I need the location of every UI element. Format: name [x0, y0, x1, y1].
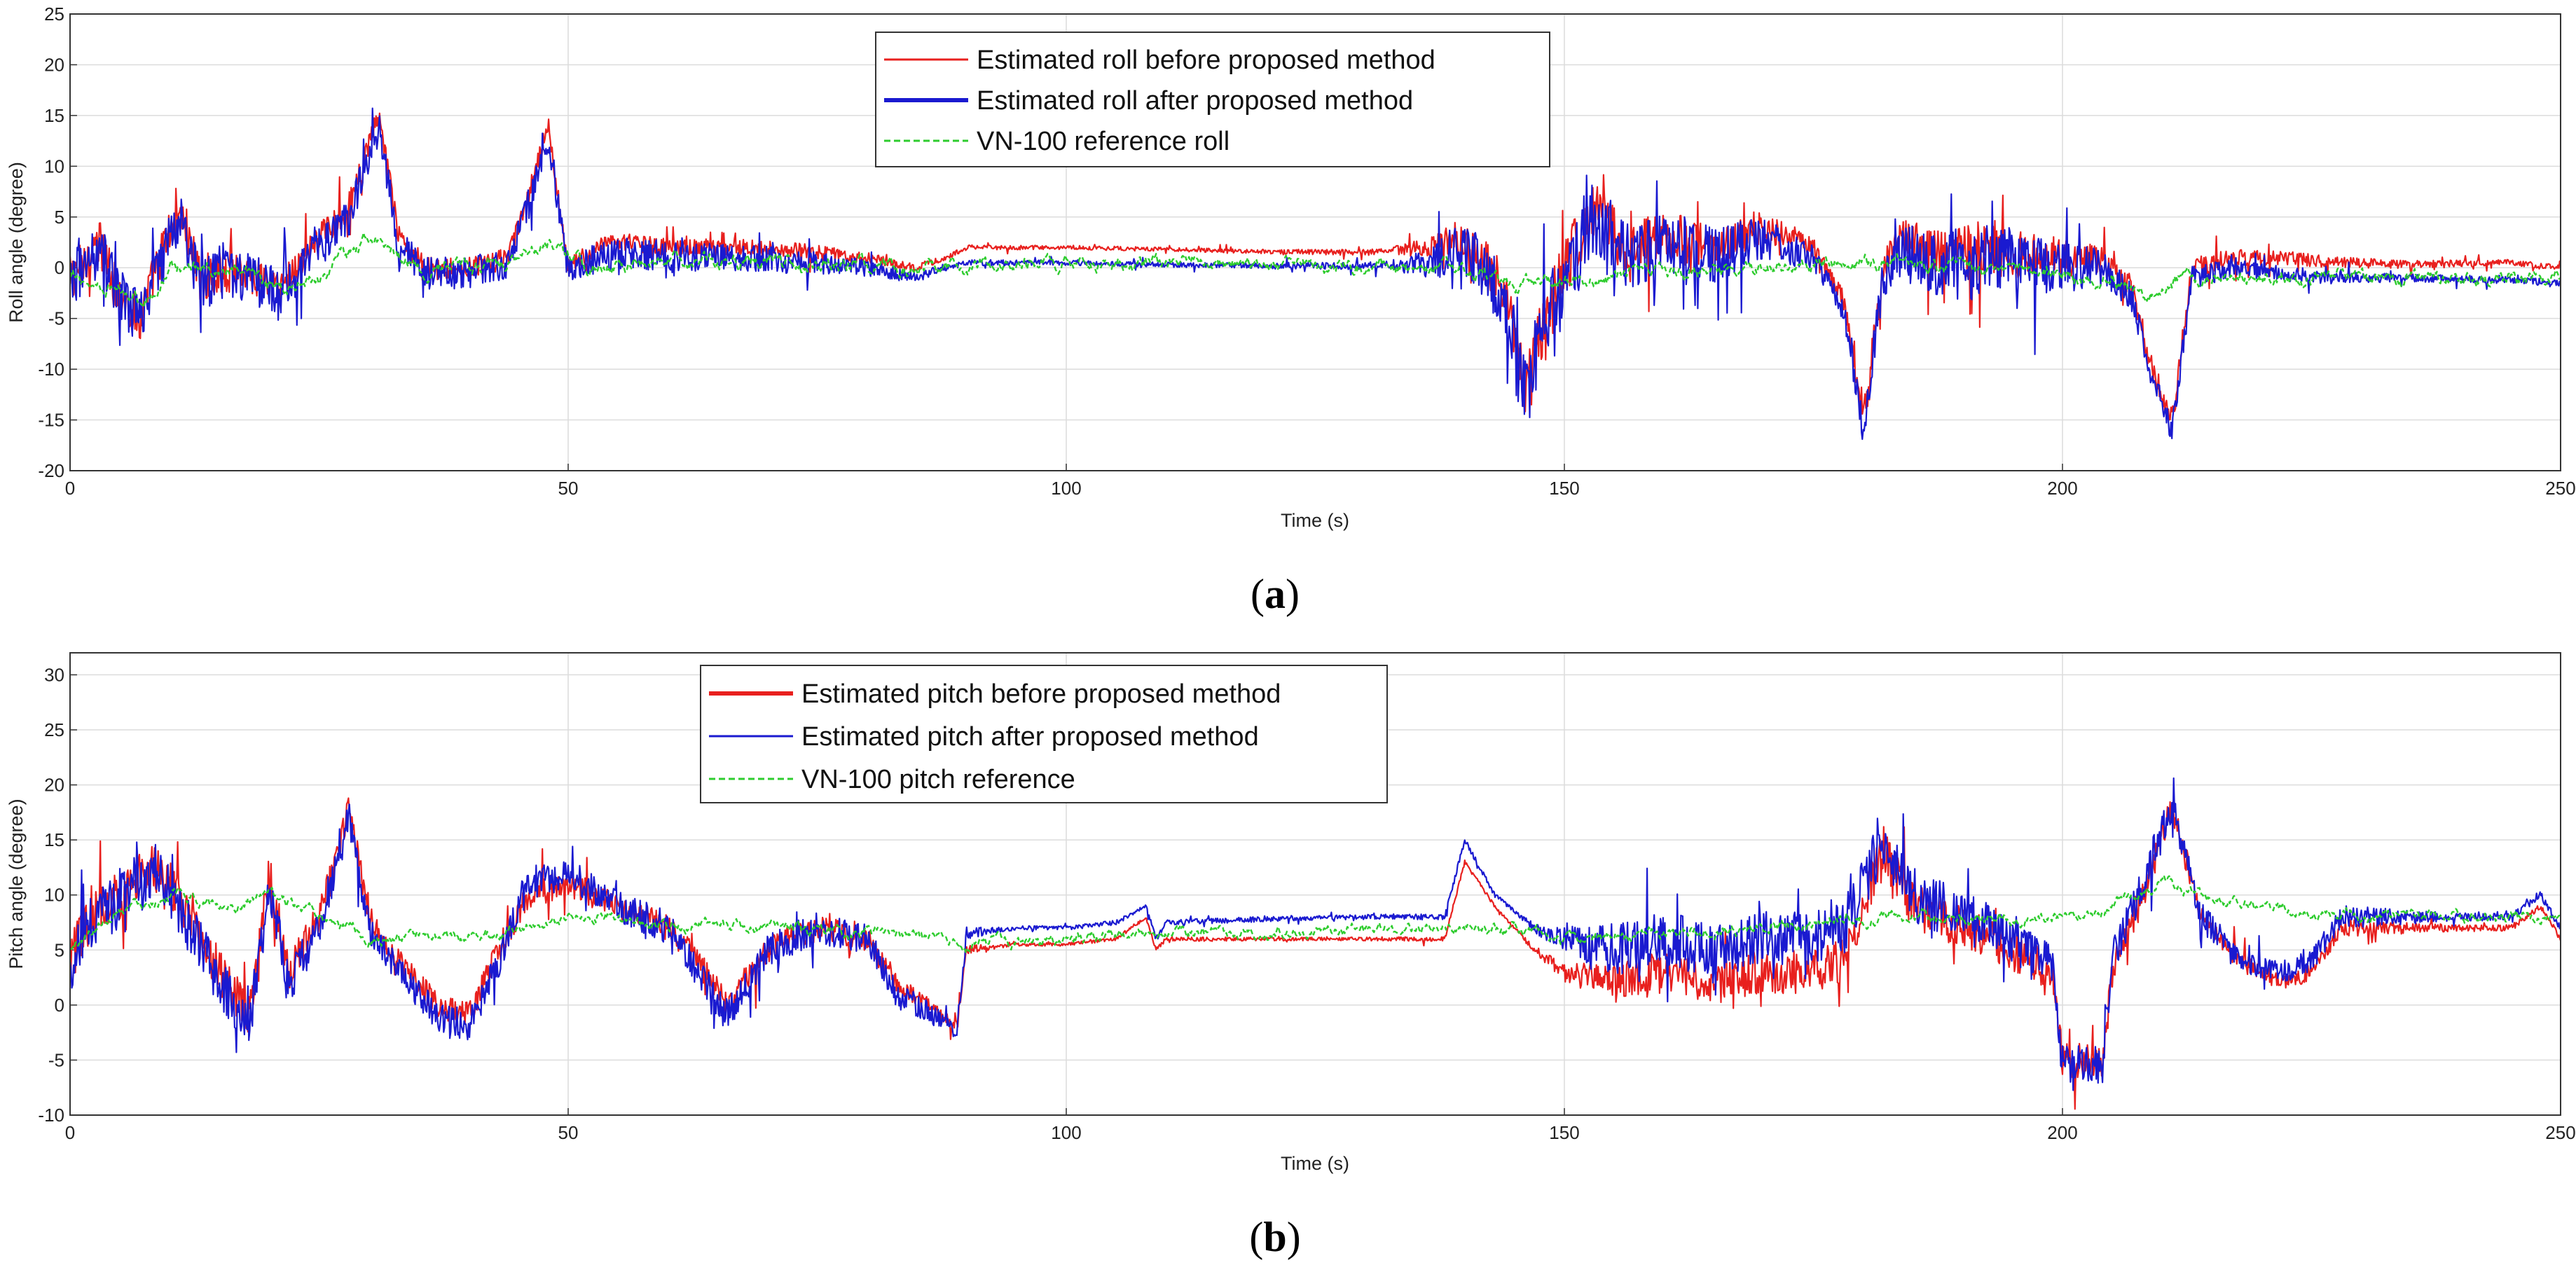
- roll-x-tick-label: 200: [2047, 478, 2077, 499]
- roll-legend-label-before: Estimated roll before proposed method: [977, 46, 1435, 75]
- roll-x-tick-labels: 0 50 100 150 200 250: [65, 478, 2576, 499]
- pitch-y-tick-label: -10: [38, 1105, 64, 1126]
- pitch-x-tick-label: 100: [1051, 1122, 1081, 1143]
- pitch-y-tick-label: 15: [44, 829, 64, 850]
- pitch-x-tick-label: 250: [2545, 1122, 2575, 1143]
- pitch-y-tick-label: 20: [44, 775, 64, 796]
- roll-x-tick-label: 150: [1549, 478, 1579, 499]
- roll-panel-letter: a: [1265, 571, 1286, 617]
- roll-axes-box: [69, 13, 2561, 471]
- roll-y-tick-label: -15: [38, 410, 64, 431]
- pitch-y-tick-label: 5: [55, 939, 64, 960]
- pitch-legend-label-reference: VN-100 pitch reference: [801, 765, 1075, 794]
- pitch-legend-label-after: Estimated pitch after proposed method: [801, 722, 1259, 752]
- roll-y-axis-label: Roll angle (degree): [6, 162, 27, 323]
- pitch-y-tick-label: 30: [44, 664, 64, 685]
- roll-chart: 0 50 100 150 200 250 -20 -15 -10 -5 0 5 10 15 20 25 Ti…: [6, 4, 2576, 617]
- pitch-panel-label: (b): [1249, 1214, 1300, 1260]
- pitch-series-after: [70, 777, 2561, 1091]
- pitch-x-tick-label: 150: [1549, 1122, 1579, 1143]
- roll-x-tick-label: 50: [558, 478, 579, 499]
- pitch-y-tick-label: 0: [55, 995, 64, 1016]
- roll-legend-box: [875, 32, 1550, 167]
- roll-y-tick-label: -10: [38, 359, 64, 380]
- roll-x-tick-label: 250: [2545, 478, 2575, 499]
- pitch-x-tick-labels: 0 50 100 150 200 250: [65, 1122, 2576, 1143]
- pitch-y-tick-labels: -10 -5 0 5 10 15 20 25 30: [38, 664, 64, 1126]
- roll-y-tick-label: 25: [44, 4, 64, 25]
- roll-y-tick-label: 0: [55, 257, 64, 278]
- pitch-legend: Estimated pitch before proposed method E…: [700, 665, 1388, 803]
- pitch-axes-box: [69, 652, 2561, 1116]
- pitch-legend-label-before: Estimated pitch before proposed method: [801, 679, 1281, 709]
- pitch-y-axis-label: Pitch angle (degree): [6, 799, 27, 969]
- roll-y-tick-label: 10: [44, 155, 64, 177]
- roll-y-tick-labels: -20 -15 -10 -5 0 5 10 15 20 25: [38, 4, 64, 481]
- roll-legend-label-after: Estimated roll after proposed method: [977, 86, 1413, 116]
- roll-y-tick-label: -20: [38, 460, 64, 481]
- roll-panel-label: (a): [1251, 571, 1300, 617]
- pitch-legend-box: [700, 665, 1388, 803]
- pitch-panel-letter: b: [1263, 1214, 1286, 1260]
- pitch-x-axis-label: Time (s): [1281, 1153, 1349, 1174]
- roll-y-tick-label: 20: [44, 54, 64, 75]
- roll-x-tick-label: 0: [65, 478, 75, 499]
- pitch-y-tick-label: -5: [48, 1049, 64, 1070]
- roll-plot-area: [70, 107, 2561, 441]
- pitch-chart: 0 50 100 150 200 250 -10 -5 0 5 10 15 20 25 30 Time (…: [6, 652, 2576, 1260]
- roll-x-axis-label: Time (s): [1281, 510, 1349, 531]
- roll-y-tick-label: -5: [48, 308, 64, 329]
- pitch-x-tick-label: 0: [65, 1122, 75, 1143]
- roll-x-tick-label: 100: [1051, 478, 1081, 499]
- pitch-series-before: [70, 797, 2561, 1110]
- roll-legend-label-reference: VN-100 reference roll: [977, 127, 1230, 156]
- roll-y-tick-label: 5: [55, 207, 64, 228]
- roll-y-tick-label: 15: [44, 105, 64, 126]
- roll-legend: Estimated roll before proposed method Es…: [875, 32, 1550, 167]
- pitch-y-tick-label: 10: [44, 885, 64, 906]
- roll-series-reference: [70, 232, 2561, 308]
- pitch-x-tick-label: 200: [2047, 1122, 2077, 1143]
- pitch-x-tick-label: 50: [558, 1122, 579, 1143]
- pitch-plot-area: [70, 777, 2561, 1110]
- pitch-series-reference: [70, 874, 2561, 953]
- pitch-y-tick-label: 25: [44, 719, 64, 740]
